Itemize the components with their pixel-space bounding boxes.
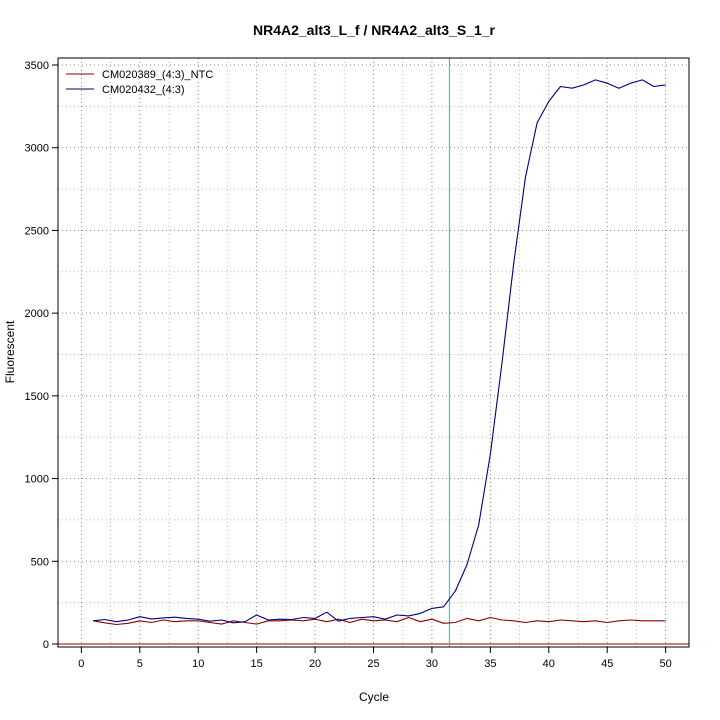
y-tick-label: 500 bbox=[31, 556, 49, 568]
y-axis-ticks: 0 500 1000 1500 2000 2500 3000 3500 bbox=[25, 60, 58, 651]
y-tick-label: 3500 bbox=[25, 60, 49, 72]
x-tick-label: 25 bbox=[367, 658, 379, 670]
x-axis-ticks: 0 5 10 15 20 25 30 35 40 45 50 bbox=[78, 647, 672, 670]
x-tick-label: 20 bbox=[309, 658, 321, 670]
x-tick-label: 15 bbox=[251, 658, 263, 670]
y-tick-label: 2500 bbox=[25, 225, 49, 237]
y-axis-label: Fluorescent bbox=[3, 320, 17, 383]
x-tick-label: 5 bbox=[137, 658, 143, 670]
x-axis-label: Cycle bbox=[359, 690, 389, 704]
y-tick-label: 3000 bbox=[25, 143, 49, 155]
series-line-2 bbox=[93, 79, 666, 624]
y-tick-label: 1500 bbox=[25, 391, 49, 403]
x-tick-label: 30 bbox=[426, 658, 438, 670]
y-tick-label: 1000 bbox=[25, 474, 49, 486]
x-tick-label: 45 bbox=[601, 658, 613, 670]
threshold-line-group bbox=[58, 58, 689, 647]
chart-title: NR4A2_alt3_L_f / NR4A2_alt3_S_1_r bbox=[253, 22, 496, 38]
legend-label-2: CM020432_(4:3) bbox=[102, 84, 185, 96]
x-tick-label: 10 bbox=[192, 658, 204, 670]
x-tick-label: 0 bbox=[78, 658, 84, 670]
y-tick-label: 0 bbox=[43, 639, 49, 651]
series-lines bbox=[93, 79, 666, 626]
legend-label-1: CM020389_(4:3)_NTC bbox=[102, 69, 213, 81]
x-tick-label: 40 bbox=[543, 658, 555, 670]
y-tick-label: 2000 bbox=[25, 308, 49, 320]
x-tick-label: 50 bbox=[660, 658, 672, 670]
x-tick-label: 35 bbox=[484, 658, 496, 670]
series-line-1 bbox=[93, 616, 666, 626]
legend: CM020389_(4:3)_NTC CM020432_(4:3) bbox=[66, 69, 213, 96]
